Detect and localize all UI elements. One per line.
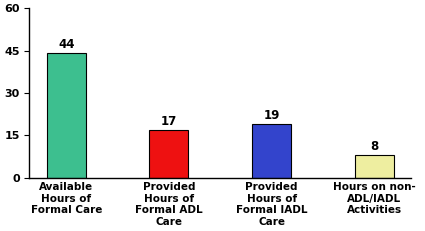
Text: 19: 19	[264, 109, 280, 122]
Bar	[47, 53, 86, 178]
Bar	[150, 130, 188, 178]
Text: 8: 8	[370, 140, 379, 153]
Bar	[355, 155, 394, 178]
Text: 17: 17	[161, 115, 177, 128]
Bar	[252, 124, 291, 178]
Text: 44: 44	[58, 38, 74, 51]
